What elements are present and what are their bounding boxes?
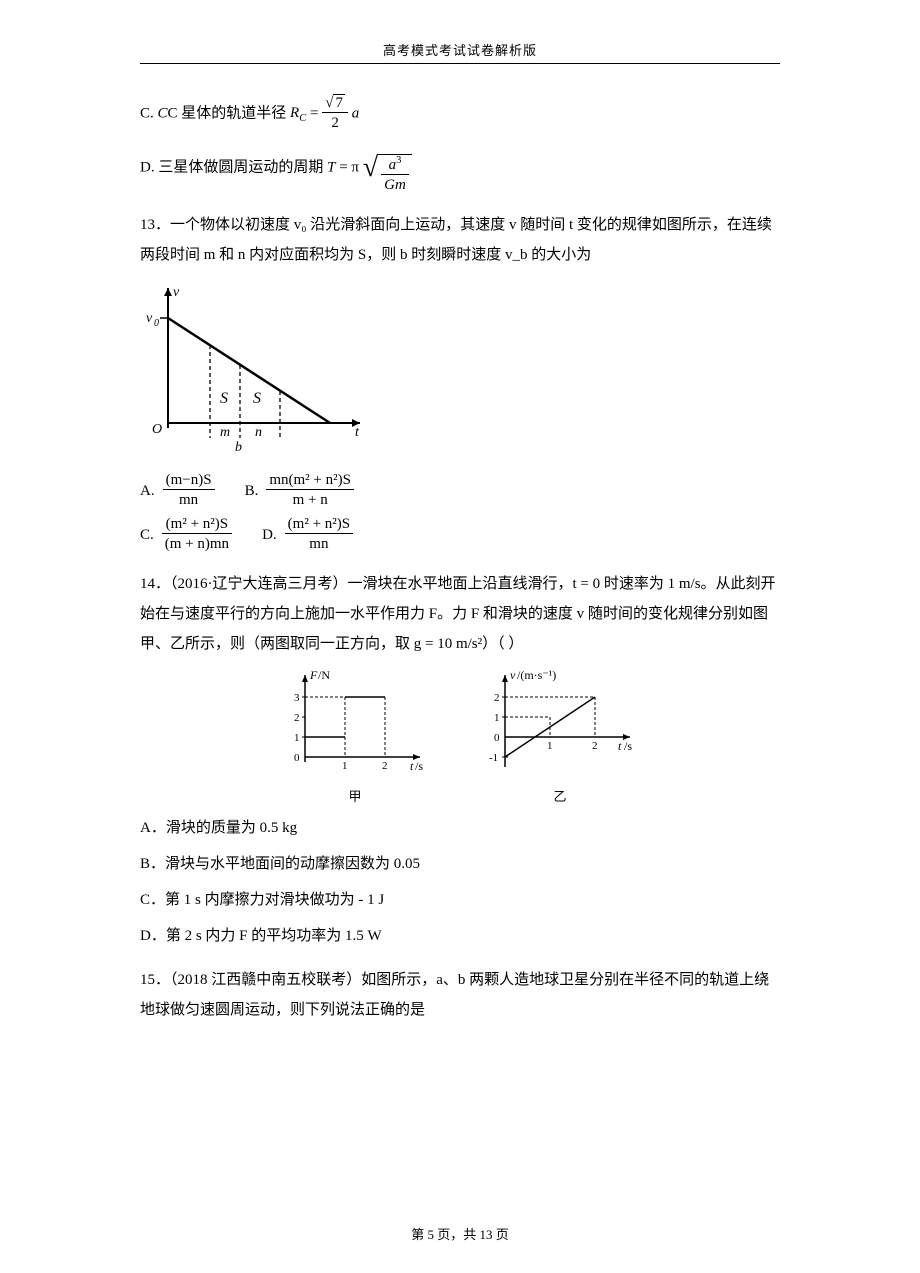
page-footer: 第 5 页，共 13 页 [70, 1224, 850, 1243]
q14-opt-d: D．第 2 s 内力 F 的平均功率为 1.5 W [140, 921, 780, 951]
sqrt-7: 7 [333, 94, 345, 111]
svg-text:-1: -1 [489, 752, 498, 764]
den-Gm: Gm [381, 175, 409, 196]
svg-text:3: 3 [294, 692, 300, 704]
q13-opt-a: A. (m−n)Smn [140, 471, 215, 511]
q13-opt-b: B. mn(m² + n²)Sm + n [245, 471, 354, 511]
frac-sqrt7-over-2: √7 2 [322, 94, 348, 134]
B-num: mn(m² + n²)S [266, 471, 354, 490]
svg-text:0: 0 [154, 318, 159, 329]
q14-figure-jia: F/N t/s 0 1 2 3 1 2 甲 [280, 667, 430, 805]
q13-stem: 13．一个物体以初速度 v₀ 沿光滑斜面向上运动，其速度 v 随时间 t 变化的… [140, 210, 780, 270]
svg-text:1: 1 [547, 740, 553, 752]
q15-stem: 15．（2018 江西赣中南五校联考）如图所示，a、b 两颗人造地球卫星分别在半… [140, 965, 780, 1025]
svg-text:b: b [235, 440, 242, 455]
q14-opt-a: A．滑块的质量为 0.5 kg [140, 813, 780, 843]
svg-text:0: 0 [494, 732, 500, 744]
page-header: 高考模式考试试卷解析版 [140, 40, 780, 64]
svg-text:S: S [220, 390, 228, 407]
C-den: (m + n)mn [162, 534, 232, 555]
svg-text:t: t [355, 425, 360, 440]
footer-prefix: 第 [411, 1227, 427, 1242]
q14-opt-b: B．滑块与水平地面间的动摩擦因数为 0.05 [140, 849, 780, 879]
opt-label: C. [140, 105, 154, 121]
num-a: a [389, 157, 397, 173]
svg-text:/N: /N [318, 668, 330, 682]
svg-text:/(m·s⁻¹): /(m·s⁻¹) [517, 668, 556, 682]
footer-suffix: 页 [493, 1227, 509, 1242]
svg-text:t: t [618, 739, 622, 753]
svg-text:0: 0 [294, 752, 300, 764]
A-num: (m−n)S [163, 471, 215, 490]
yi-caption: 乙 [480, 786, 640, 805]
C-num: (m² + n²)S [162, 515, 232, 534]
B-den: m + n [266, 490, 354, 511]
svg-text:v: v [173, 285, 180, 300]
sqrt-a3-Gm: √ a3 Gm [363, 140, 412, 196]
svg-text:2: 2 [382, 760, 388, 772]
q13-figure: O t v v0 S S m n b [140, 278, 780, 463]
svg-text:2: 2 [494, 692, 500, 704]
q13-options-row2: C. (m² + n²)S(m + n)mn D. (m² + n²)Smn [140, 515, 780, 555]
svg-text:m: m [220, 425, 230, 440]
footer-total: 13 [480, 1227, 493, 1242]
svg-text:1: 1 [494, 712, 500, 724]
q14-figure-yi: v/(m·s⁻¹) t/s -1 0 1 2 1 2 [480, 667, 640, 805]
svg-text:1: 1 [342, 760, 348, 772]
q13-options-row1: A. (m−n)Smn B. mn(m² + n²)Sm + n [140, 471, 780, 511]
sup-3: 3 [396, 155, 401, 166]
tail-a: a [352, 105, 360, 121]
q12-option-d: D. 三星体做圆周运动的周期 T = π √ a3 Gm [140, 140, 780, 196]
q12-option-c: C. CC 星体的轨道半径 RC = √7 2 a [140, 94, 780, 134]
svg-text:t: t [410, 759, 414, 773]
footer-mid: 页，共 [434, 1227, 480, 1242]
D-num: (m² + n²)S [285, 515, 353, 534]
q14-stem: 14．（2016·辽宁大连高三月考）一滑块在水平地面上沿直线滑行，t = 0 时… [140, 569, 780, 659]
svg-text:F: F [309, 668, 318, 682]
eq-pi: = π [335, 159, 359, 175]
svg-text:v: v [146, 311, 153, 326]
svg-text:v: v [510, 668, 516, 682]
svg-text:/s: /s [624, 739, 632, 753]
A-den: mn [163, 490, 215, 511]
q13-opt-d: D. (m² + n²)Smn [262, 515, 353, 555]
jia-caption: 甲 [280, 786, 430, 805]
svg-text:S: S [253, 390, 261, 407]
opt-d-prefix: 三星体做圆周运动的周期 [158, 159, 327, 175]
svg-text:O: O [152, 422, 162, 437]
svg-text:2: 2 [592, 740, 598, 752]
eq: = [306, 105, 322, 121]
q13-opt-c: C. (m² + n²)S(m + n)mn [140, 515, 232, 555]
svg-text:/s: /s [415, 759, 423, 773]
svg-text:2: 2 [294, 712, 300, 724]
q14-figures: F/N t/s 0 1 2 3 1 2 甲 [140, 667, 780, 805]
den-2: 2 [322, 113, 348, 134]
opt-c-prefix: C 星体的轨道半径 [168, 105, 291, 121]
svg-text:1: 1 [294, 732, 300, 744]
D-den: mn [285, 534, 353, 555]
opt-label: D. [140, 159, 155, 175]
svg-text:n: n [255, 425, 262, 440]
q14-opt-c: C．第 1 s 内摩擦力对滑块做功为 - 1 J [140, 885, 780, 915]
